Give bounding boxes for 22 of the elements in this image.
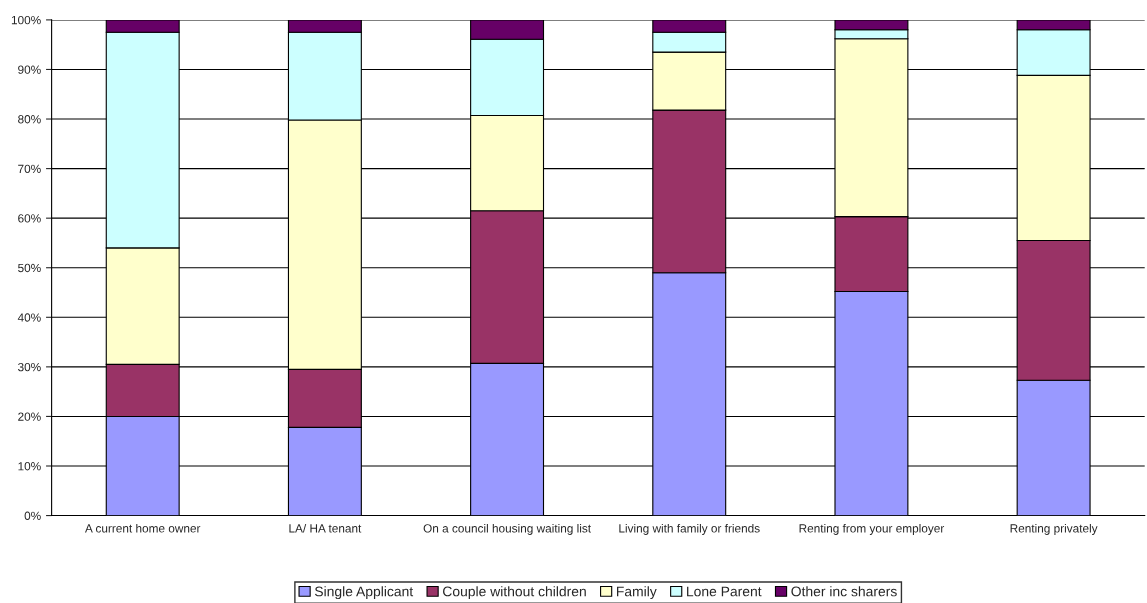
x-tick-label: Renting from your employer: [799, 523, 945, 535]
legend-label: Lone Parent: [687, 586, 762, 597]
y-tick-label: 60%: [18, 214, 41, 223]
y-tick-label: 50%: [18, 263, 41, 273]
x-tick-label: On a council housing waiting list: [423, 523, 591, 535]
y-tick-label: 80%: [18, 115, 41, 124]
y-tick-label: 30%: [18, 362, 41, 372]
x-tick-label: Renting privately: [1010, 523, 1098, 535]
legend-label: Couple without children: [443, 586, 586, 600]
y-tick-label: 100%: [11, 15, 41, 25]
x-tick-label: LA/ HA tenant: [289, 523, 362, 533]
legend-label: Other inc sharers: [791, 586, 897, 597]
y-tick-label: 0%: [24, 511, 41, 520]
y-tick-label: 90%: [18, 65, 41, 74]
legend-label: Single Applicant: [314, 586, 414, 600]
y-tick-label: 10%: [18, 462, 41, 471]
y-tick-label: 20%: [18, 412, 41, 421]
legend-label: Family: [617, 586, 657, 600]
x-tick-label: Living with family or friends: [619, 523, 760, 535]
x-tick-label: A current home owner: [84, 523, 201, 533]
y-tick-label: 70%: [18, 164, 41, 173]
y-tick-label: 40%: [17, 313, 41, 322]
